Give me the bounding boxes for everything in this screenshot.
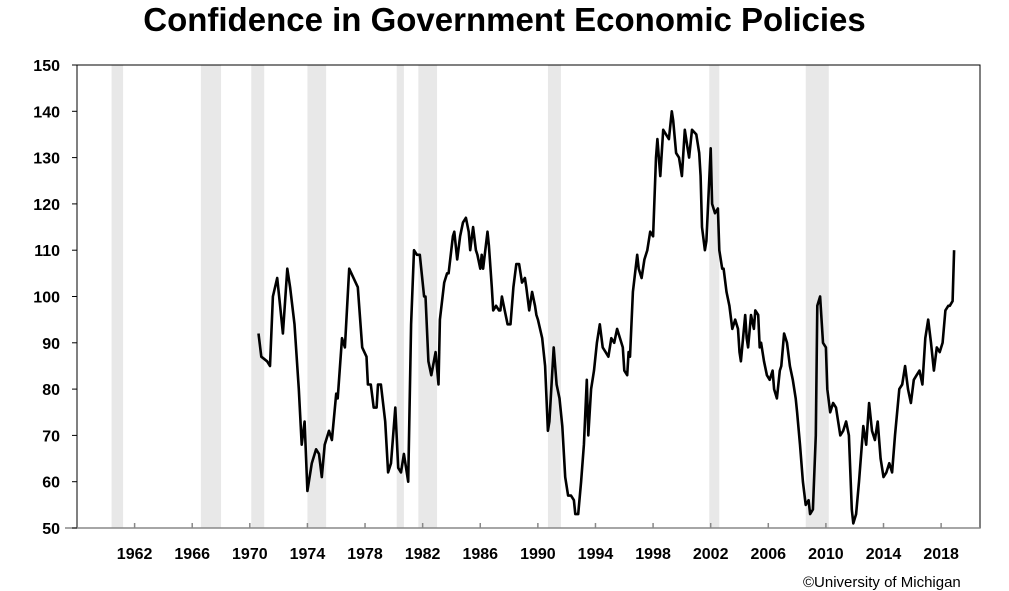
y-tick-label: 130 [33, 151, 60, 168]
x-tick-label: 1962 [117, 546, 153, 563]
axes [65, 64, 981, 529]
recession-band [418, 65, 438, 528]
recession-band [200, 65, 222, 528]
y-tick-label: 60 [42, 475, 60, 492]
recession-band [547, 65, 561, 528]
x-tick-label: 1998 [635, 546, 671, 563]
y-tick-label: 120 [33, 197, 60, 214]
x-tick-label: 2018 [923, 546, 959, 563]
copyright-credit: ©University of Michigan [803, 574, 961, 591]
chart-title: Confidence in Government Economic Polici… [143, 1, 866, 38]
x-tick-label: 2014 [866, 546, 902, 563]
series-line [257, 110, 956, 525]
y-tick-label: 140 [33, 104, 60, 121]
recession-band [251, 65, 265, 528]
y-tick-label: 90 [42, 336, 60, 353]
recession-band [709, 65, 720, 528]
y-tick-label: 100 [33, 290, 60, 307]
x-tick-label: 1970 [232, 546, 268, 563]
shaded-bands [111, 65, 829, 528]
x-tick-label: 1990 [520, 546, 556, 563]
x-tick-label: 1986 [462, 546, 498, 563]
y-tick-label: 80 [42, 382, 60, 399]
y-tick-label: 70 [42, 428, 60, 445]
x-tick-label: 1966 [174, 546, 210, 563]
y-tick-label: 50 [42, 521, 60, 538]
recession-band [111, 65, 124, 528]
tick-labels: 50 60 70 80 90 100 110 120 130 140 150 1962 1966 1970… [33, 58, 959, 563]
recession-band [396, 65, 404, 528]
x-tick-label: 1978 [347, 546, 383, 563]
y-tick-label: 110 [34, 243, 60, 260]
x-tick-label: 2002 [693, 546, 729, 563]
recession-band [307, 65, 327, 528]
x-tick-label: 1982 [405, 546, 441, 563]
recession-band [805, 65, 829, 528]
y-tick-label: 150 [33, 58, 60, 75]
x-tick-label: 2006 [750, 546, 786, 563]
x-tick-label: 1974 [290, 546, 326, 563]
x-tick-label: 1994 [578, 546, 614, 563]
x-tick-label: 2010 [808, 546, 844, 563]
